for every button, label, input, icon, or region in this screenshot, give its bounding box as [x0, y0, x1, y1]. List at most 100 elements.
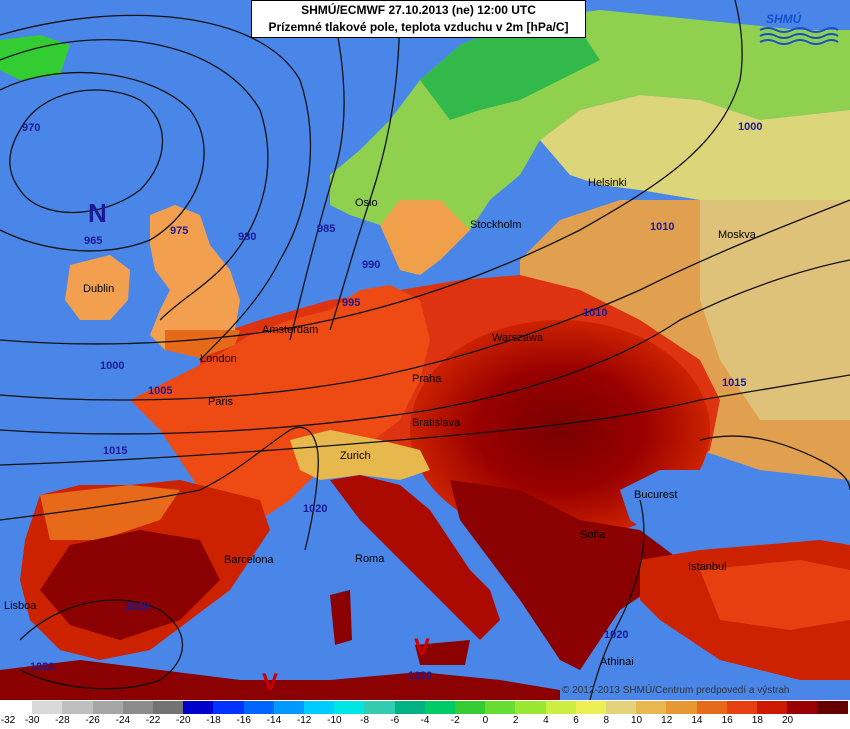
legend-swatch — [2, 701, 33, 714]
isobar-label: 995 — [342, 297, 360, 309]
legend-swatch — [243, 701, 274, 714]
isobar-label: 1000 — [738, 121, 762, 133]
isobar-label: 1005 — [148, 385, 172, 397]
legend-label: 10 — [630, 715, 643, 726]
high-pressure-mark: V — [262, 669, 278, 696]
legend-label: -28 — [55, 715, 70, 726]
city-label: Barcelona — [224, 554, 274, 566]
temperature-legend: -32 -30 -28 -26 -24 -22 -20 -18 -16 -14 -12 -10 -8 -6… — [0, 700, 850, 729]
legend-swatch — [726, 701, 758, 714]
map-subtitle: Prízemné tlakové pole, teplota vzduchu v… — [268, 20, 569, 34]
land-france-germany — [130, 285, 430, 520]
isobar-1020-high — [19, 599, 183, 690]
city-label: Athinai — [600, 656, 634, 668]
legend-swatch — [636, 701, 667, 714]
legend-swatch — [757, 701, 788, 714]
isobar-label: 1010 — [583, 307, 607, 319]
city-label: Lisboa — [4, 600, 37, 612]
legend-label: -20 — [176, 715, 191, 726]
weather-map: 970 975 980 985 990 995 1000 1005 1010 1… — [0, 0, 850, 700]
isobar-1020-east — [589, 499, 645, 700]
logo-text: SHMÚ — [766, 11, 802, 26]
isobar-1015-east — [699, 435, 850, 491]
isobar-label: 1020 — [303, 503, 327, 515]
legend-swatch — [394, 701, 425, 714]
isobar-1010 — [0, 259, 850, 435]
city-label: London — [200, 353, 237, 365]
legend-label: -30 — [24, 715, 40, 726]
isobar-980 — [0, 38, 269, 321]
city-label: Warszawa — [492, 332, 544, 344]
legend-label: 4 — [543, 715, 549, 726]
isobar-label: 975 — [170, 225, 188, 237]
city-label: Zurich — [340, 450, 371, 462]
isobar-label: 1020 — [30, 661, 54, 673]
legend-swatch — [787, 701, 818, 714]
legend-swatch — [122, 701, 154, 714]
land-greenland — [0, 35, 70, 80]
legend-label: 18 — [751, 715, 763, 726]
city-label: Helsinki — [588, 177, 627, 189]
city-label: Istanbul — [688, 561, 727, 573]
isobar-label: 980 — [238, 231, 256, 243]
land-great-britain — [150, 205, 240, 355]
legend-swatch — [424, 701, 456, 714]
shmu-logo: SHMÚ — [759, 11, 839, 45]
legend-label: -14 — [266, 715, 282, 726]
legend-swatch — [364, 701, 395, 714]
isobar-label: 1020 — [604, 629, 628, 641]
land-balkans — [450, 480, 680, 670]
legend-label: 6 — [573, 715, 579, 726]
legend-label: 8 — [603, 715, 610, 726]
city-label: Oslo — [355, 197, 378, 209]
legend-swatch — [606, 701, 637, 714]
land-italy — [330, 475, 500, 640]
low-pressure-mark: N — [88, 198, 107, 228]
copyright-note: © 2012-2013 SHMÚ/Centrum predpovedí a vý… — [562, 685, 790, 696]
legend-label: -12 — [296, 715, 312, 726]
legend-swatches — [2, 701, 848, 714]
isobar-label: 1020 — [125, 601, 149, 613]
legend-label: -24 — [115, 715, 131, 726]
isobar-995 — [329, 0, 401, 331]
city-label: Amsterdam — [262, 324, 318, 336]
legend-label: -32 — [0, 715, 16, 726]
legend-swatch — [455, 701, 486, 714]
alps — [290, 430, 430, 480]
city-labels: Oslo Stockholm Helsinki Moskva Dublin Am… — [4, 177, 757, 668]
legend-swatch — [153, 701, 184, 714]
low-pressure-value: 965 — [84, 235, 102, 247]
legend-swatch — [92, 701, 123, 714]
legend-swatch — [334, 701, 365, 714]
city-label: Paris — [208, 396, 234, 408]
legend-label: -8 — [360, 715, 370, 726]
isobar-1000 — [0, 0, 743, 345]
legend-swatch — [32, 701, 63, 714]
city-label: Roma — [355, 553, 385, 565]
legend-swatch — [485, 701, 516, 714]
isobar-label: 985 — [317, 223, 335, 235]
legend-swatch — [213, 701, 244, 714]
isobar-1005 — [0, 199, 850, 401]
isobar-label: 990 — [362, 259, 380, 271]
legend-swatch — [62, 701, 93, 714]
city-label: Sofia — [580, 529, 606, 541]
legend-label: 12 — [661, 715, 673, 726]
high-pressure-value: 1020 — [408, 670, 432, 682]
legend-swatch — [304, 701, 335, 714]
legend-swatch — [515, 701, 546, 714]
city-label: Praha — [412, 373, 442, 385]
legend-label: -6 — [390, 715, 400, 726]
legend-swatch — [183, 701, 214, 714]
land-ireland — [65, 255, 130, 320]
pressure-centers: N 965 V 1020 V — [84, 198, 432, 696]
map-title-box: SHMÚ/ECMWF 27.10.2013 (ne) 12:00 UTC Prí… — [251, 0, 586, 38]
isobar-label: 1015 — [103, 445, 127, 457]
isobar-label: 1015 — [722, 377, 746, 389]
city-label: Bucurest — [634, 489, 677, 501]
legend-swatch — [575, 701, 607, 714]
city-label: Dublin — [83, 283, 114, 295]
legend-label: -10 — [327, 715, 342, 726]
city-label: Stockholm — [470, 219, 521, 231]
